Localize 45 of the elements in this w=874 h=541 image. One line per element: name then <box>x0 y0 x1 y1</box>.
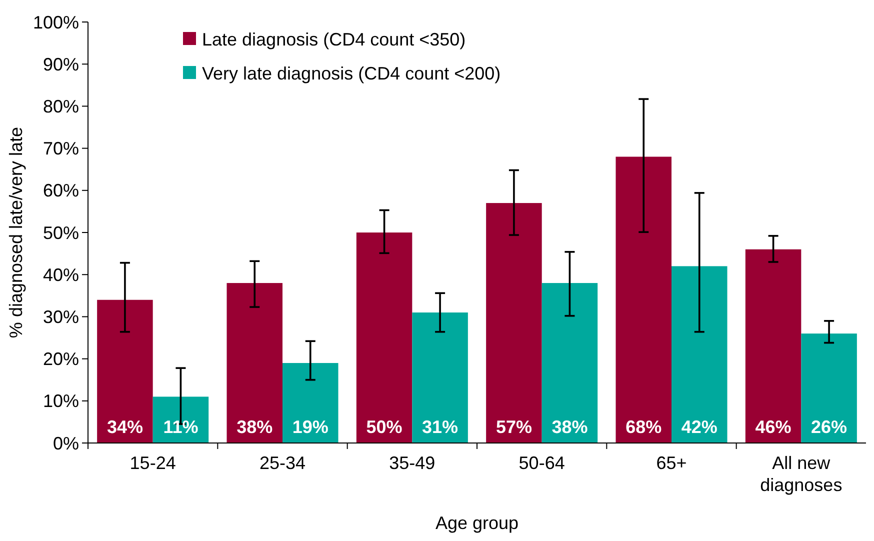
bar <box>152 396 209 443</box>
y-tick-label: 100% <box>32 12 79 32</box>
y-tick-label: 10% <box>42 391 79 412</box>
data-label: 68% <box>626 417 662 437</box>
x-tick-label: 35-49 <box>389 453 436 473</box>
data-label: 19% <box>292 417 328 437</box>
x-tick-label: 15-24 <box>130 453 176 473</box>
data-label: 34% <box>106 417 143 437</box>
y-tick-label: 30% <box>42 307 79 327</box>
y-tick-label: 60% <box>42 180 79 201</box>
bar <box>412 312 468 443</box>
bar <box>356 232 412 443</box>
bar <box>801 334 857 443</box>
y-tick-label: 80% <box>42 96 79 116</box>
bar <box>226 283 282 443</box>
y-tick-label: 0% <box>52 433 79 454</box>
bar <box>745 249 802 443</box>
bar <box>616 156 672 443</box>
bar <box>672 266 728 443</box>
bar <box>542 283 598 443</box>
y-tick-label: 20% <box>42 349 79 370</box>
bar <box>282 363 338 443</box>
x-axis-title: Age group <box>435 513 519 533</box>
y-axis-title: % diagnosed late/very late <box>6 126 26 338</box>
x-tick-label: 65+ <box>656 453 687 473</box>
data-label: 11% <box>163 417 198 437</box>
bar <box>486 203 542 443</box>
data-label: 57% <box>496 417 532 437</box>
data-label: 38% <box>236 417 273 437</box>
y-tick-label: 70% <box>42 138 79 159</box>
y-tick-label: 40% <box>42 264 79 285</box>
x-tick-label: 50-64 <box>518 453 565 473</box>
data-label: 31% <box>422 417 458 437</box>
data-label: 42% <box>681 417 718 437</box>
y-tick-label: 50% <box>42 222 79 243</box>
x-tick-label: All new diagnoses <box>760 453 842 495</box>
bar <box>97 300 153 443</box>
y-tick-label: 90% <box>42 54 79 74</box>
data-label: 50% <box>366 417 402 437</box>
data-label: 26% <box>811 417 848 437</box>
legend-label: Late diagnosis (CD4 count <350) <box>202 29 466 50</box>
data-label: 46% <box>755 417 792 437</box>
legend-label: Very late diagnosis (CD4 count <200) <box>202 63 501 84</box>
x-tick-label: 25-34 <box>259 453 306 473</box>
data-label: 38% <box>552 417 588 437</box>
